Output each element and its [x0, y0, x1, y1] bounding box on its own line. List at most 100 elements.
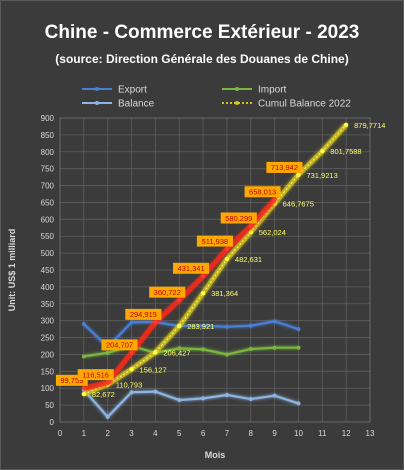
data-label-box — [266, 161, 303, 173]
x-tick-label: 5 — [177, 429, 182, 438]
y-tick-label: 0 — [50, 418, 55, 427]
data-point — [153, 389, 158, 394]
data-label: 646,7675 — [283, 200, 314, 209]
data-label: 801,7588 — [330, 147, 361, 156]
y-tick-label: 200 — [41, 350, 55, 359]
data-label: 204,707 — [106, 341, 133, 350]
data-point — [296, 401, 301, 406]
legend-label: Cumul Balance 2022 — [258, 99, 351, 110]
data-label: 562,024 — [259, 228, 286, 237]
data-label: 82,672 — [92, 390, 115, 399]
data-point — [201, 323, 206, 328]
y-tick-label: 700 — [41, 182, 55, 191]
data-label: 713,942 — [271, 163, 298, 172]
data-label: 658,013 — [249, 188, 276, 197]
data-point — [296, 327, 301, 332]
x-tick-label: 3 — [129, 429, 134, 438]
data-label-box — [101, 339, 138, 351]
legend-label: Import — [258, 85, 287, 96]
data-point — [81, 391, 87, 397]
data-label-box — [55, 374, 88, 386]
data-point — [129, 390, 134, 395]
data-point — [272, 345, 277, 350]
data-point — [272, 319, 277, 324]
y-tick-label: 750 — [41, 165, 55, 174]
data-label-box — [244, 186, 281, 198]
data-point — [224, 256, 230, 262]
y-tick-label: 900 — [41, 114, 55, 123]
y-tick-label: 500 — [41, 249, 55, 258]
data-point — [201, 347, 206, 352]
data-point — [201, 396, 206, 401]
data-point — [105, 350, 110, 355]
data-point — [296, 345, 301, 350]
plot-area — [59, 117, 371, 423]
data-point — [224, 392, 229, 397]
x-tick-label: 7 — [225, 429, 230, 438]
data-label: 99,759 — [60, 376, 83, 385]
data-point — [105, 414, 110, 419]
x-tick-label: 8 — [249, 429, 254, 438]
data-point — [177, 398, 182, 403]
chart-subtitle: (source: Direction Générale des Douanes … — [55, 52, 349, 66]
data-point — [248, 347, 253, 352]
data-label: 156,127 — [140, 365, 167, 374]
data-point — [177, 298, 182, 303]
data-label: 482,631 — [235, 255, 262, 264]
y-tick-label: 350 — [41, 300, 55, 309]
y-axis-title: Unit: US$ 1 milliard — [7, 229, 17, 312]
data-point — [153, 350, 158, 355]
chart-title: Chine - Commerce Extérieur - 2023 — [44, 22, 360, 43]
data-point — [177, 346, 182, 351]
y-tick-label: 400 — [41, 283, 55, 292]
x-tick-label: 10 — [294, 429, 303, 438]
data-label: 283,921 — [187, 322, 214, 331]
data-point — [81, 354, 86, 359]
data-label-box — [173, 262, 210, 274]
x-tick-label: 11 — [318, 429, 327, 438]
x-tick-label: 0 — [58, 429, 63, 438]
data-point — [248, 229, 253, 235]
y-tick-label: 250 — [41, 334, 55, 343]
x-tick-label: 12 — [342, 429, 351, 438]
x-tick-label: 4 — [153, 429, 158, 438]
data-label: 381,364 — [211, 289, 238, 298]
data-label-box — [196, 235, 233, 247]
data-point — [296, 172, 301, 177]
series-line — [83, 320, 299, 349]
data-point — [224, 324, 229, 329]
data-point — [224, 247, 229, 252]
y-tick-label: 50 — [45, 401, 54, 410]
data-point — [129, 320, 134, 325]
data-point — [177, 323, 182, 329]
data-label: 511,938 — [202, 237, 229, 246]
data-label: 431,341 — [178, 264, 205, 273]
data-point — [272, 393, 277, 398]
x-tick-label: 13 — [366, 429, 375, 438]
y-tick-label: 650 — [41, 198, 55, 207]
x-tick-label: 9 — [272, 429, 277, 438]
data-label-box — [125, 308, 162, 320]
data-label: 360,722 — [154, 288, 181, 297]
data-label: 731,9213 — [306, 171, 337, 180]
legend-marker — [95, 87, 99, 91]
data-label: 580,299 — [225, 214, 252, 223]
data-point — [105, 380, 110, 385]
x-tick-label: 6 — [201, 429, 206, 438]
data-point — [248, 397, 253, 402]
legend-marker — [95, 101, 99, 105]
x-tick-label: 1 — [82, 429, 87, 438]
data-label-box — [77, 369, 114, 381]
data-point — [248, 323, 253, 328]
y-tick-label: 850 — [41, 131, 55, 140]
data-point — [153, 320, 158, 325]
series-line — [83, 389, 299, 419]
data-point — [200, 290, 206, 296]
y-tick-label: 600 — [41, 215, 55, 224]
data-label: 294,915 — [130, 310, 157, 319]
data-point — [320, 148, 325, 154]
data-point — [272, 197, 277, 202]
data-point — [81, 386, 86, 391]
